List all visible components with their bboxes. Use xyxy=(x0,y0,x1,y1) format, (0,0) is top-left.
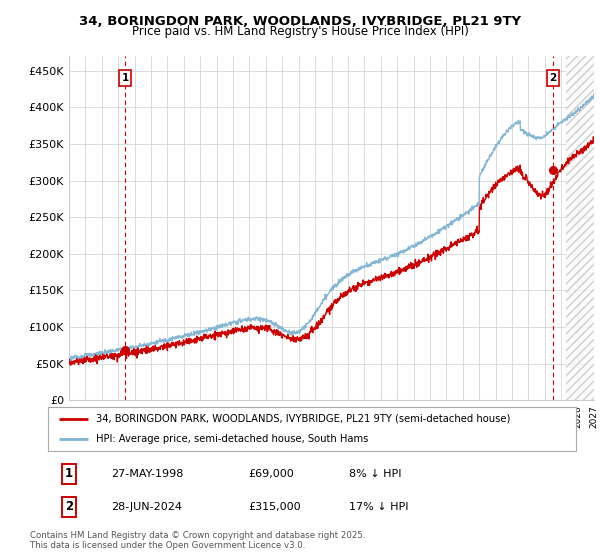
Text: 1: 1 xyxy=(121,73,128,83)
Text: £315,000: £315,000 xyxy=(248,502,301,512)
Text: 34, BORINGDON PARK, WOODLANDS, IVYBRIDGE, PL21 9TY (semi-detached house): 34, BORINGDON PARK, WOODLANDS, IVYBRIDGE… xyxy=(95,414,510,424)
Text: HPI: Average price, semi-detached house, South Hams: HPI: Average price, semi-detached house,… xyxy=(95,434,368,444)
Text: Price paid vs. HM Land Registry's House Price Index (HPI): Price paid vs. HM Land Registry's House … xyxy=(131,25,469,39)
Text: £69,000: £69,000 xyxy=(248,469,295,479)
Text: 1: 1 xyxy=(65,467,73,480)
Text: 8% ↓ HPI: 8% ↓ HPI xyxy=(349,469,401,479)
Text: 2: 2 xyxy=(65,501,73,514)
Text: Contains HM Land Registry data © Crown copyright and database right 2025.
This d: Contains HM Land Registry data © Crown c… xyxy=(30,530,365,550)
Text: 27-MAY-1998: 27-MAY-1998 xyxy=(112,469,184,479)
Text: 34, BORINGDON PARK, WOODLANDS, IVYBRIDGE, PL21 9TY: 34, BORINGDON PARK, WOODLANDS, IVYBRIDGE… xyxy=(79,15,521,28)
Text: 2: 2 xyxy=(549,73,556,83)
Text: 17% ↓ HPI: 17% ↓ HPI xyxy=(349,502,409,512)
Text: 28-JUN-2024: 28-JUN-2024 xyxy=(112,502,182,512)
Bar xyxy=(566,56,594,400)
